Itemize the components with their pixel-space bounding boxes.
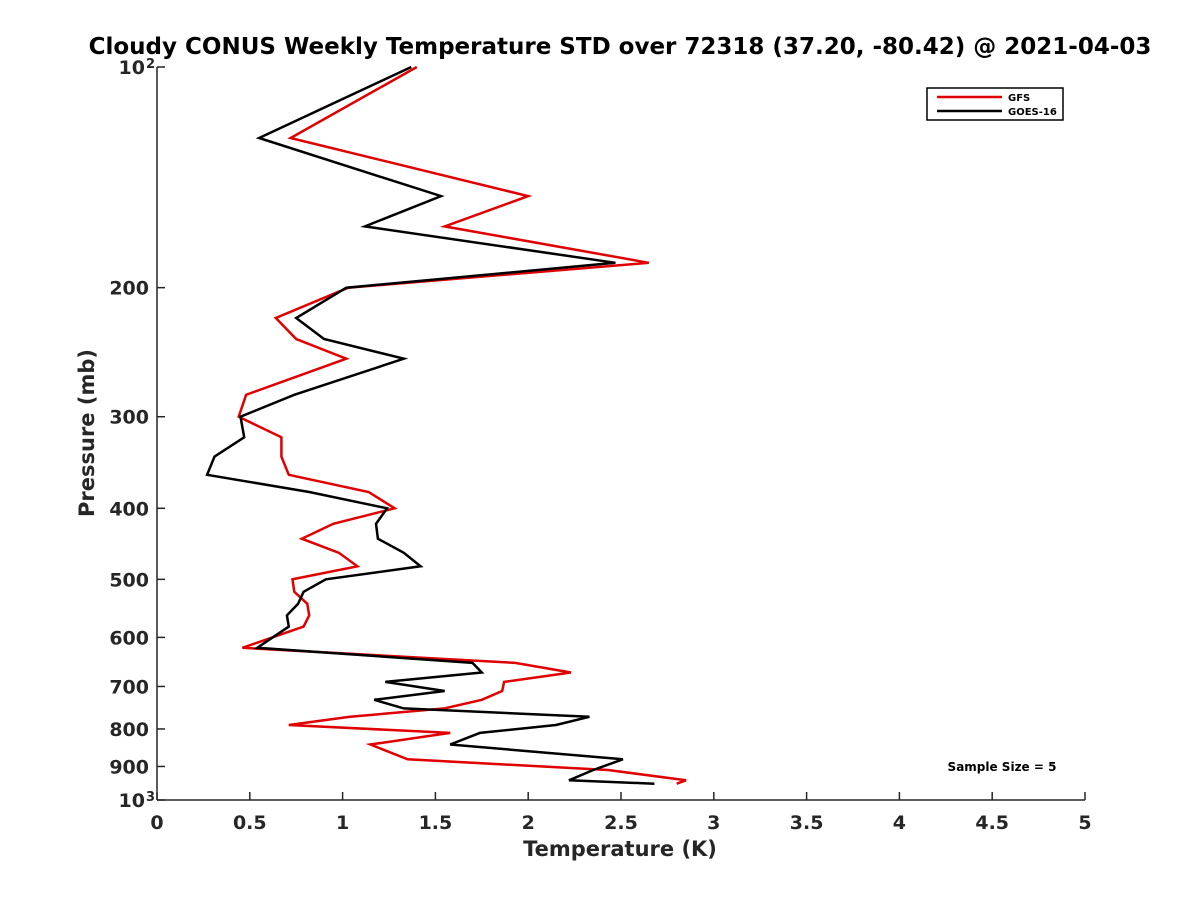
x-tick-label: 4 bbox=[893, 812, 906, 834]
x-tick-label: 0.5 bbox=[233, 812, 267, 834]
x-tick-label: 1.5 bbox=[419, 812, 453, 834]
x-tick-label: 1 bbox=[336, 812, 349, 834]
y-tick-label: 900 bbox=[109, 756, 149, 778]
x-tick-label: 5 bbox=[1078, 812, 1091, 834]
y-tick-label: 300 bbox=[109, 407, 149, 429]
x-tick-label: 4.5 bbox=[975, 812, 1009, 834]
y-tick-label: 500 bbox=[109, 569, 149, 591]
x-tick-label: 0 bbox=[150, 812, 163, 834]
y-tick-exponent: 3 bbox=[146, 790, 155, 805]
x-tick-label: 2 bbox=[522, 812, 535, 834]
y-tick-label: 10 bbox=[119, 790, 145, 812]
y-tick-label: 700 bbox=[109, 676, 149, 698]
y-tick-label: 400 bbox=[109, 498, 149, 520]
x-tick-label: 3.5 bbox=[790, 812, 824, 834]
y-axis-label: Pressure (mb) bbox=[75, 349, 99, 517]
legend-box bbox=[926, 87, 1064, 121]
x-tick-label: 2.5 bbox=[604, 812, 638, 834]
chart-title: Cloudy CONUS Weekly Temperature STD over… bbox=[89, 34, 1152, 60]
legend: GFS GOES-16 bbox=[926, 87, 1064, 121]
y-tick-label: 200 bbox=[109, 278, 149, 300]
x-tick-label: 3 bbox=[707, 812, 720, 834]
y-tick-label: 800 bbox=[109, 719, 149, 741]
legend-label-gfs: GFS bbox=[1008, 93, 1030, 104]
y-tick-exponent: 2 bbox=[146, 57, 155, 72]
y-tick-label: 10 bbox=[119, 57, 145, 79]
x-axis-label: Temperature (K) bbox=[523, 837, 717, 861]
y-tick-label: 600 bbox=[109, 627, 149, 649]
plot-area: 0 0.5 1 1.5 2 2.5 3 3.5 4 4.5 5 10 2200300400500600… bbox=[109, 57, 1091, 834]
x-ticks: 0 0.5 1 1.5 2 2.5 3 3.5 4 4.5 5 bbox=[150, 792, 1092, 834]
sample-size-annotation: Sample Size = 5 bbox=[948, 760, 1057, 774]
series-line-goes16 bbox=[205, 65, 655, 785]
series-line-gfs bbox=[237, 65, 687, 785]
legend-label-goes16: GOES-16 bbox=[1008, 107, 1057, 118]
series-lines bbox=[205, 65, 687, 785]
